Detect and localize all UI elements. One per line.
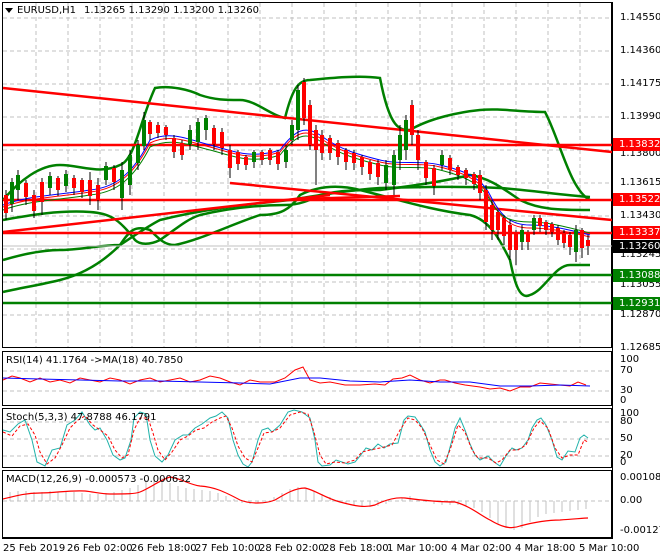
rsi-line (2, 366, 587, 392)
price-tick: 1.12685 (620, 342, 660, 353)
rsi-panel[interactable] (2, 351, 612, 406)
price-tag-resistance: 1.13832 (613, 138, 660, 151)
time-tick: 27 Feb 10:00 (195, 543, 261, 554)
stoch-tick: 80 (620, 416, 633, 427)
macd-tick: 0.00 (620, 495, 643, 506)
bull-candles (10, 90, 578, 252)
stoch-panel[interactable] (2, 408, 612, 468)
time-tick: 1 Mar 10:00 (387, 543, 448, 554)
ascending-line (2, 193, 331, 234)
macd-tick: -0.001276 (620, 525, 660, 536)
stoch-tick: 50 (620, 433, 633, 444)
price-tick: 1.13245 (620, 249, 660, 260)
macd-title: MACD(12,26,9) -0.000573 -0.000632 (6, 474, 191, 485)
time-tick: 4 Mar 02:00 (451, 543, 512, 554)
stoch-tick: 20 (620, 450, 633, 461)
price-tick: 1.13615 (620, 177, 660, 188)
price-tag-resistance: 1.13337 (613, 226, 660, 239)
main-chart-panel[interactable] (2, 2, 612, 348)
macd-histogram (9, 477, 587, 530)
time-tick: 4 Mar 18:00 (515, 543, 576, 554)
price-tick: 1.14175 (620, 78, 660, 89)
rsi-title: RSI(14) 41.1764 ->MA(18) 40.7850 (6, 355, 183, 366)
price-tag-support: 1.12931 (613, 297, 660, 310)
price-tick: 1.13055 (620, 279, 660, 290)
moving-averages (2, 129, 591, 238)
price-tick: 1.14550 (620, 12, 660, 23)
price-tag-resistance: 1.13522 (613, 193, 660, 206)
chart-header: EURUSD,H1 1.13265 1.13290 1.13200 1.1326… (3, 3, 259, 17)
stoch-title: Stoch(5,3,3) 47.8788 46.1791 (6, 412, 157, 423)
price-axis-border (612, 2, 613, 538)
candlesticks (4, 78, 590, 265)
rsi-tick: 0 (620, 395, 627, 406)
price-tag-bid: 1.13260 (613, 240, 660, 253)
trend-lines (2, 86, 613, 235)
time-tick: 25 Feb 2019 (3, 543, 66, 554)
rsi-tick: 100 (620, 354, 640, 365)
descending-resistance-line (2, 86, 613, 154)
stoch-tick: 100 (620, 408, 640, 419)
price-tick: 1.13990 (620, 111, 660, 122)
stoch-tick: 0 (620, 457, 627, 468)
price-tag-support: 1.13088 (613, 269, 660, 282)
macd-panel[interactable] (2, 470, 612, 538)
stoch-main-line (2, 409, 589, 468)
rsi-tick: 30 (620, 385, 633, 396)
macd-signal-line (2, 476, 589, 529)
stoch-signal-line (2, 411, 589, 465)
price-tick: 1.12870 (620, 309, 660, 320)
price-tick: 1.14360 (620, 45, 660, 56)
time-tick: 28 Feb 02:00 (259, 543, 325, 554)
symbol-label: EURUSD,H1 (17, 4, 77, 16)
time-tick: 26 Feb 02:00 (67, 543, 133, 554)
price-tick: 1.13800 (620, 148, 660, 159)
ohlc-values: 1.13265 1.13290 1.13200 1.13260 (84, 4, 259, 16)
support-lines (3, 273, 612, 305)
bollinger-bands (2, 75, 591, 298)
rsi-tick: 70 (620, 365, 633, 376)
macd-tick: 0.001083 (620, 472, 660, 483)
triangle-down-icon[interactable] (5, 7, 13, 13)
price-tick: 1.13430 (620, 210, 660, 221)
descending-support-line (229, 181, 613, 222)
time-tick: 26 Feb 18:00 (131, 543, 197, 554)
time-tick: 28 Feb 18:00 (323, 543, 389, 554)
bear-candles (4, 82, 590, 250)
time-axis-border (2, 538, 613, 539)
stoch-grid (3, 421, 611, 457)
time-tick: 5 Mar 10:00 (579, 543, 640, 554)
main-grid (3, 3, 611, 347)
rsi-ma-line (2, 377, 591, 387)
